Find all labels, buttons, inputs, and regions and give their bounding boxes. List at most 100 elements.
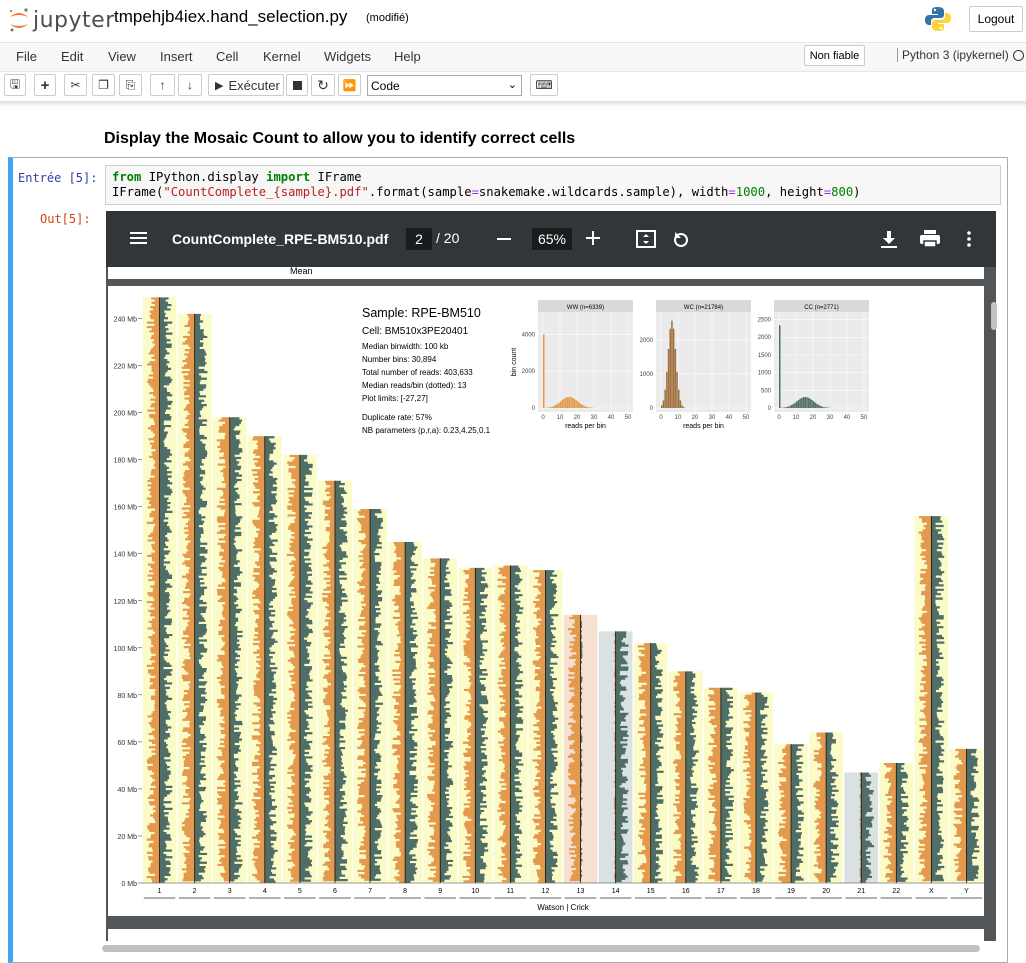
save-status: (modifié): [366, 12, 409, 24]
crick-bars: [440, 558, 454, 882]
menu-edit[interactable]: Edit: [61, 49, 84, 64]
trusted-indicator[interactable]: Non fiable: [804, 45, 865, 66]
x-tick-label: 30: [709, 415, 716, 421]
chromosome-label: 22: [892, 888, 900, 895]
y-tick-label: 0: [532, 406, 536, 412]
watson-bars: [146, 297, 160, 883]
cell-type-select[interactable]: Code ⌄: [367, 75, 522, 96]
code-editor[interactable]: from IPython.display import IFrame IFram…: [105, 165, 1001, 205]
save-button[interactable]: 🖫: [4, 74, 26, 96]
notebook-name[interactable]: tmpehjb4iex.hand_selection.py: [114, 7, 348, 26]
run-all-button[interactable]: ⏩: [338, 74, 361, 96]
arrow-up-icon: ↑: [159, 78, 166, 92]
play-icon: ▶: [215, 79, 224, 92]
info-line: Total number of reads: 403,633: [362, 368, 473, 377]
watson-bars: [532, 570, 546, 883]
x-tick-label: 20: [574, 415, 581, 421]
horizontal-scrollbar[interactable]: [102, 941, 992, 957]
pdf-previous-page: Mean: [108, 267, 984, 279]
input-prompt: Entrée [5]:: [18, 171, 98, 185]
horizontal-scroll-thumb[interactable]: [102, 945, 980, 952]
y-tick-label: 500: [761, 388, 772, 394]
logout-button[interactable]: Logout: [969, 6, 1023, 32]
jupyter-logo-icon: [8, 7, 30, 33]
pdf-page-input[interactable]: 2: [406, 228, 432, 250]
watson-bars: [427, 558, 441, 882]
kernel-status-icon: [1013, 50, 1024, 61]
chromosome-label: X: [929, 888, 934, 895]
zoom-in-icon[interactable]: [586, 231, 600, 250]
pdf-zoom-input[interactable]: 65%: [532, 228, 572, 250]
menu-help[interactable]: Help: [394, 49, 421, 64]
download-icon[interactable]: [881, 230, 897, 253]
paste-icon: ⎘: [125, 77, 136, 92]
watson-bars: [251, 436, 265, 883]
fast-forward-icon: ⏩: [342, 79, 357, 92]
jupyter-logo[interactable]: jupyter: [8, 6, 115, 34]
move-down-button[interactable]: ↓: [178, 74, 202, 96]
crick-bars: [194, 313, 208, 882]
mosaic-chart: 0 Mb 20 Mb 40 Mb 60 Mb 80 Mb 100 Mb 120 Mb 140 …: [114, 297, 984, 912]
chromosome-label: 21: [857, 888, 865, 895]
pdf-document-area[interactable]: Mean 0 Mb 20 Mb 40 Mb 60 Mb 80 Mb 100 Mb 120 M…: [106, 267, 996, 941]
watson-bars: [953, 748, 967, 881]
menu-file[interactable]: File: [16, 49, 37, 64]
y-tick-label: 1000: [640, 372, 654, 378]
sample-info: Sample: RPE-BM510 Cell: BM510x3PE20401 M…: [362, 306, 491, 435]
pdf-next-page: [108, 929, 984, 941]
zoom-out-icon[interactable]: [497, 230, 511, 253]
pdf-vertical-scrollbar[interactable]: [991, 302, 997, 330]
insert-cell-button[interactable]: +: [34, 74, 56, 96]
y-tick-label: 20 Mb: [118, 834, 138, 841]
y-tick-label: 0: [650, 406, 654, 412]
crick-bars: [931, 516, 945, 882]
scissors-icon: ✂: [70, 78, 81, 92]
y-tick-label: 1500: [758, 353, 772, 359]
x-tick-label: 20: [810, 415, 817, 421]
cell-type-value: Code: [371, 78, 400, 93]
chromosome-label: 11: [507, 888, 514, 895]
interrupt-button[interactable]: [286, 74, 308, 96]
markdown-heading[interactable]: Display the Mosaic Count to allow you to…: [104, 130, 576, 147]
crick-bars: [826, 732, 840, 883]
menu-widgets[interactable]: Widgets: [324, 49, 371, 64]
menu-view[interactable]: View: [108, 49, 136, 64]
y-tick-label: 0: [768, 406, 772, 412]
chromosome-label: 13: [577, 888, 585, 895]
watson-bars: [707, 687, 721, 882]
copy-icon: ❐: [98, 78, 109, 92]
info-line: Number bins: 30,894: [362, 355, 437, 364]
paste-button[interactable]: ⎘: [119, 74, 142, 96]
watson-bars: [567, 614, 581, 882]
watson-bars: [883, 763, 897, 882]
chromosome-label: 4: [263, 888, 267, 895]
menu-insert[interactable]: Insert: [160, 49, 193, 64]
chromosome-label: 19: [787, 888, 795, 895]
python-logo-icon: [924, 5, 952, 33]
histogram-title: CC (n=2771): [804, 305, 839, 311]
watson-bars: [322, 480, 335, 882]
watson-bars: [813, 732, 827, 883]
kernel-name[interactable]: Python 3 (ipykernel): [897, 48, 1009, 62]
y-tick-label: 80 Mb: [118, 693, 138, 700]
save-icon: 🖫: [9, 76, 21, 91]
menu-kernel[interactable]: Kernel: [263, 49, 301, 64]
y-tick-label: 120 Mb: [114, 599, 137, 606]
command-palette-button[interactable]: ⌨: [530, 74, 558, 96]
move-up-button[interactable]: ↑: [150, 74, 175, 96]
run-button[interactable]: ▶ Exécuter: [208, 74, 284, 96]
y-tick-label: 140 Mb: [114, 552, 137, 559]
crick-bars: [755, 692, 769, 882]
menu-icon[interactable]: [130, 231, 148, 250]
copy-button[interactable]: ❐: [92, 74, 115, 96]
more-options-icon[interactable]: [967, 231, 971, 252]
restart-button[interactable]: ↻: [311, 74, 335, 96]
crick-bars: [229, 417, 243, 882]
cut-button[interactable]: ✂: [64, 74, 87, 96]
print-icon[interactable]: [920, 230, 940, 253]
fit-page-icon[interactable]: [636, 230, 656, 253]
rotate-icon[interactable]: [672, 230, 690, 253]
menu-cell[interactable]: Cell: [216, 49, 239, 64]
x-tick-label: 30: [827, 415, 834, 421]
